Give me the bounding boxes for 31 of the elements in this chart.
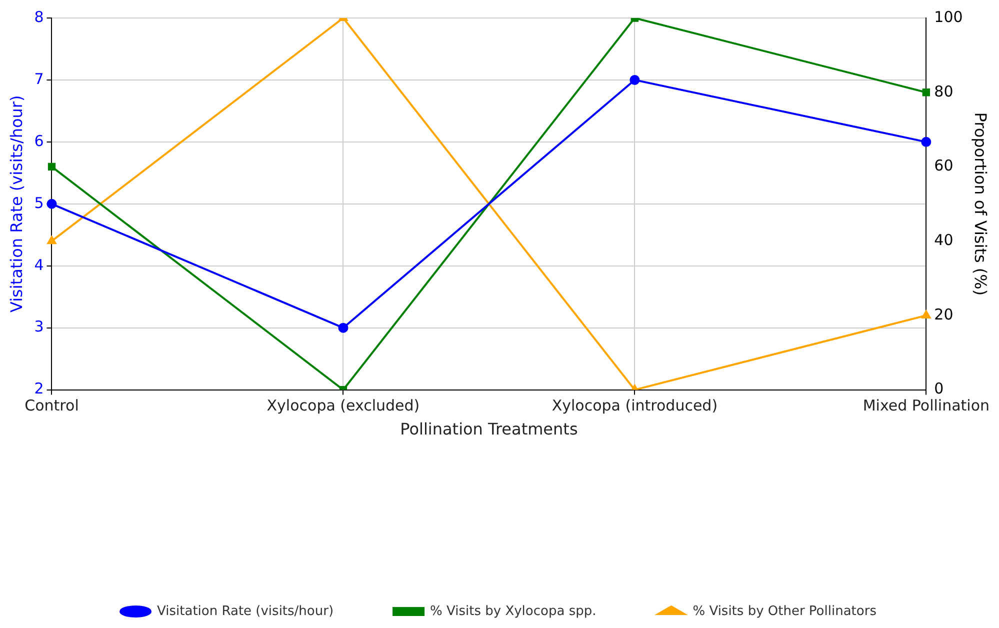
y-tick-label: 3 xyxy=(34,318,44,336)
y2-tick-label: 80 xyxy=(934,82,954,100)
y-tick-label: 6 xyxy=(34,132,44,150)
y2-tick-label: 40 xyxy=(934,230,954,249)
y-tick-label: 5 xyxy=(34,194,44,212)
point xyxy=(630,74,640,85)
point xyxy=(46,198,57,209)
y-tick-label: 8 xyxy=(34,8,44,26)
x-tick-label: Xylocopa (introduced) xyxy=(552,396,718,415)
y-tick-label: 2 xyxy=(34,380,44,398)
point xyxy=(338,322,348,333)
y2-tick-label: 0 xyxy=(934,380,944,398)
legend-label: % Visits by Other Pollinators xyxy=(692,604,877,619)
y2-tick-label: 100 xyxy=(934,8,963,26)
y2-tick-label: 20 xyxy=(934,305,954,324)
legend-label: Visitation Rate (visits/hour) xyxy=(157,604,334,619)
y2-axis-title: Proportion of Visits (%) xyxy=(971,112,990,296)
x-tick-label: Control xyxy=(24,396,79,415)
x-axis-title: Pollination Treatments xyxy=(400,420,578,439)
point xyxy=(922,310,931,318)
y2-tick-label: 60 xyxy=(934,156,954,175)
x-tick-label: Xylocopa (excluded) xyxy=(266,396,420,415)
x-tick-label: Mixed Pollination xyxy=(862,396,990,415)
point xyxy=(921,136,932,147)
y-tick-label: 7 xyxy=(34,70,44,88)
point xyxy=(47,236,56,244)
point xyxy=(48,162,56,171)
legend-label: % Visits by Xylocopa spp. xyxy=(430,604,596,619)
y-axis-title: Visitation Rate (visits/hour) xyxy=(6,95,26,313)
point xyxy=(922,88,930,96)
y-tick-label: 4 xyxy=(34,256,44,274)
